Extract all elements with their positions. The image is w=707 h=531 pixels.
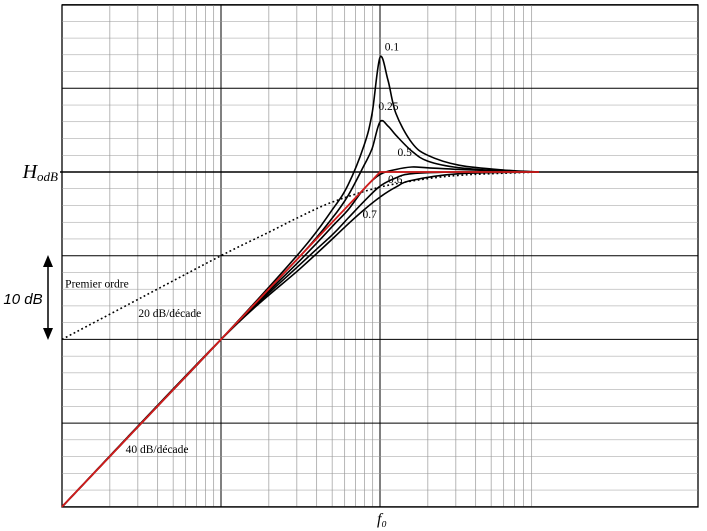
annotation-0-5: 0.5 bbox=[397, 147, 412, 159]
annotation-20-db-d-cade: 20 dB/décade bbox=[138, 308, 201, 320]
scale-bar-label: 10 dB bbox=[3, 291, 42, 308]
grid bbox=[60, 4, 699, 508]
annotation-premier-ordre: Premier ordre bbox=[65, 279, 129, 291]
scale-bar-arrow-up bbox=[43, 255, 53, 267]
h0-label-main: H bbox=[22, 161, 39, 183]
h0-label-sub: odB bbox=[37, 169, 58, 184]
annotation-0-6: 0.6 bbox=[388, 174, 403, 186]
series-0-1 bbox=[61, 55, 540, 508]
scale-bar bbox=[43, 255, 53, 340]
h0-axis-label: HodB bbox=[22, 161, 58, 184]
series-layer bbox=[61, 55, 540, 508]
annotation-0-7: 0.7 bbox=[363, 209, 378, 221]
series-asymptote bbox=[61, 171, 539, 508]
annotation-0-25: 0.25 bbox=[378, 101, 398, 113]
scale-bar-arrow-down bbox=[43, 328, 53, 340]
annotation-layer: 0.1 0.25 0.5 0.6 0.7 Premier ordre 20 dB/décad… bbox=[65, 42, 412, 457]
annotation-40-db-d-cade: 40 dB/décade bbox=[126, 444, 189, 456]
annotation-0-1: 0.1 bbox=[385, 42, 400, 54]
x-axis-label-f0: f₀ bbox=[377, 511, 387, 528]
